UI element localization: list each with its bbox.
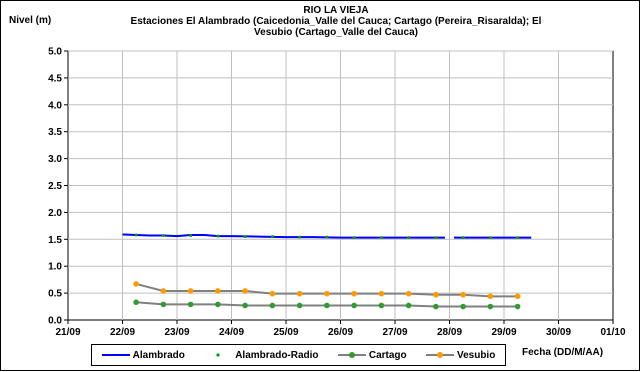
data-point-vesubio [324, 290, 330, 297]
y-tick-label: 1.0 [48, 262, 62, 273]
data-point-alambrado-radio [352, 236, 356, 240]
legend-swatch-alambrado-radio [216, 353, 220, 357]
data-point-cartago [242, 302, 248, 309]
legend-label-cartago: Cartago [368, 349, 407, 361]
legend-swatch-alambrado [101, 354, 130, 356]
data-point-cartago [460, 303, 466, 310]
data-point-cartago [215, 301, 221, 308]
y-tick-label: 3.5 [48, 127, 62, 138]
data-point-alambrado-radio [270, 235, 274, 239]
x-tick-label: 25/09 [273, 327, 298, 338]
x-tick-label: 27/09 [382, 327, 407, 338]
data-point-vesubio [514, 293, 521, 300]
legend-item-alambrado: Alambrado [101, 349, 185, 361]
data-point-alambrado-radio [434, 236, 438, 240]
legend-label-alambrado-radio: Alambrado-Radio [235, 349, 319, 361]
series-line-alambrado [122, 233, 445, 239]
data-point-alambrado-radio [134, 233, 138, 237]
data-point-vesubio [133, 281, 139, 287]
data-point-cartago [433, 303, 439, 310]
data-point-cartago [378, 302, 385, 309]
data-point-vesubio [296, 290, 303, 297]
x-tick-label: 30/09 [546, 327, 571, 338]
x-axis-label: Fecha (DD/M/AA) [522, 347, 604, 358]
y-tick-label: 2.0 [48, 208, 62, 219]
y-tick-label: 4.0 [48, 100, 62, 111]
legend: Alambrado Alambrado-Radio Cartago Vesubi… [91, 344, 506, 366]
data-point-cartago [405, 302, 412, 309]
data-point-alambrado-radio [298, 235, 302, 239]
y-tick-label: 0.5 [48, 289, 62, 300]
data-point-vesubio [378, 290, 385, 297]
y-tick-label: 3.0 [48, 154, 62, 165]
chart-title: RIO LA VIEJA [303, 5, 369, 16]
legend-swatch-cartago [337, 352, 366, 358]
data-point-cartago [187, 301, 194, 308]
data-point-alambrado-radio [516, 236, 520, 240]
legend-item-cartago: Cartago [337, 349, 407, 361]
chart-subtitle: Estaciones El Alambrado (Caicedonia_Vall… [130, 16, 542, 38]
data-point-vesubio [405, 290, 412, 297]
data-point-alambrado-radio [189, 234, 193, 238]
data-point-vesubio [460, 291, 466, 298]
data-point-vesubio [242, 288, 248, 294]
data-point-vesubio [269, 290, 276, 297]
data-point-cartago [269, 302, 276, 309]
legend-swatch-vesubio [425, 352, 454, 358]
data-point-vesubio [160, 288, 167, 294]
y-tick-label: 5.0 [48, 47, 62, 58]
data-point-vesubio [187, 288, 194, 294]
data-point-cartago [351, 302, 357, 309]
x-tick-label: 28/09 [437, 327, 462, 338]
data-point-vesubio [215, 288, 221, 294]
data-point-cartago [296, 302, 303, 309]
data-point-alambrado-radio [325, 235, 329, 239]
y-tick-label: 1.5 [48, 235, 62, 246]
y-tick-label: 2.5 [48, 181, 62, 192]
y-tick-label: 0.0 [48, 316, 62, 327]
x-tick-label: 01/10 [600, 327, 625, 338]
legend-label-alambrado: Alambrado [132, 349, 185, 361]
x-tick-label: 26/09 [328, 327, 353, 338]
data-point-alambrado-radio [379, 236, 383, 240]
data-point-cartago [133, 299, 139, 306]
legend-label-vesubio: Vesubio [456, 349, 496, 361]
data-point-vesubio [433, 291, 439, 298]
data-point-alambrado-radio [243, 235, 247, 239]
data-point-alambrado-radio [488, 236, 492, 240]
x-tick-label: 23/09 [164, 327, 189, 338]
x-tick-label: 21/09 [55, 327, 80, 338]
data-point-cartago [324, 302, 330, 309]
y-axis-label: Nivel (m) [9, 15, 52, 26]
data-point-alambrado-radio [461, 236, 465, 240]
legend-item-alambrado-radio: Alambrado-Radio [204, 349, 319, 361]
data-point-alambrado-radio [161, 234, 165, 238]
x-tick-label: 29/09 [491, 327, 516, 338]
data-point-vesubio [351, 290, 357, 297]
data-point-cartago [160, 301, 167, 308]
legend-item-vesubio: Vesubio [425, 349, 496, 361]
data-point-cartago [514, 303, 521, 310]
y-tick-label: 4.5 [48, 73, 62, 84]
x-tick-label: 22/09 [110, 327, 135, 338]
chart-title-block: RIO LA VIEJA Estaciones El Alambrado (Ca… [121, 5, 551, 38]
data-point-vesubio [487, 293, 494, 300]
data-point-alambrado-radio [216, 234, 220, 238]
data-point-cartago [487, 303, 494, 310]
data-point-alambrado-radio [407, 236, 411, 240]
x-tick-label: 24/09 [219, 327, 244, 338]
